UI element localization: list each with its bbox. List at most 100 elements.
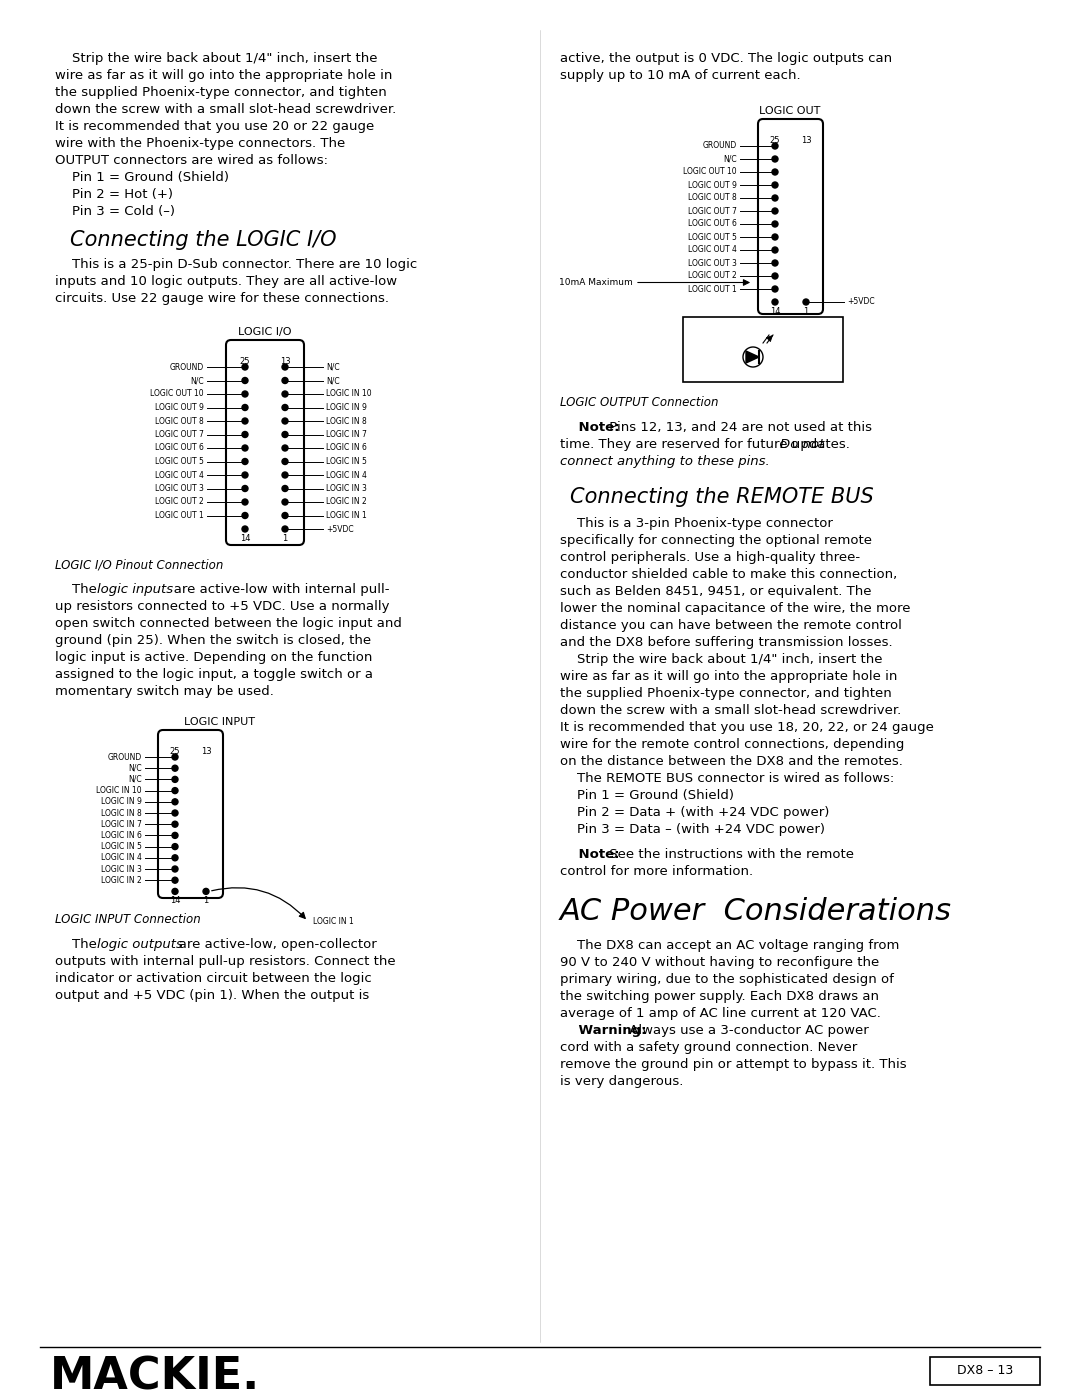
- Text: and the DX8 before suffering transmission losses.: and the DX8 before suffering transmissio…: [561, 636, 893, 650]
- Text: See the instructions with the remote: See the instructions with the remote: [605, 848, 854, 861]
- Text: LOGIC IN 6: LOGIC IN 6: [102, 831, 141, 840]
- Text: LOGIC OUT: LOGIC OUT: [759, 106, 821, 116]
- Text: LOGIC OUT 6: LOGIC OUT 6: [156, 443, 204, 453]
- Text: outputs with internal pull-up resistors. Connect the: outputs with internal pull-up resistors.…: [55, 956, 395, 968]
- Text: 25: 25: [240, 358, 251, 366]
- Text: is very dangerous.: is very dangerous.: [561, 1076, 684, 1088]
- Circle shape: [772, 196, 778, 201]
- Text: LOGIC OUT 1: LOGIC OUT 1: [156, 511, 204, 520]
- Text: 13: 13: [280, 358, 291, 366]
- Circle shape: [282, 432, 288, 437]
- FancyBboxPatch shape: [158, 731, 222, 898]
- Circle shape: [282, 472, 288, 478]
- Text: LOGIC OUT 1: LOGIC OUT 1: [688, 285, 737, 293]
- Circle shape: [242, 365, 248, 370]
- Circle shape: [242, 472, 248, 478]
- Text: 13: 13: [800, 136, 811, 145]
- Text: N/C: N/C: [129, 775, 141, 784]
- Text: LOGIC OUT 10: LOGIC OUT 10: [150, 390, 204, 398]
- Text: LOGIC OUT 2: LOGIC OUT 2: [688, 271, 737, 281]
- Text: 13: 13: [201, 747, 212, 756]
- Circle shape: [282, 418, 288, 425]
- Text: logic outputs: logic outputs: [97, 937, 184, 951]
- Text: momentary switch may be used.: momentary switch may be used.: [55, 685, 274, 698]
- Text: LOGIC IN 4: LOGIC IN 4: [326, 471, 367, 479]
- Text: LOGIC IN 10: LOGIC IN 10: [326, 390, 372, 398]
- Circle shape: [772, 221, 778, 226]
- Text: LOGIC IN 4: LOGIC IN 4: [102, 854, 141, 862]
- Text: +5VDC: +5VDC: [326, 524, 353, 534]
- Circle shape: [772, 182, 778, 189]
- Circle shape: [242, 432, 248, 437]
- Text: LOGIC IN 5: LOGIC IN 5: [102, 842, 141, 851]
- Text: LOGIC IN 3: LOGIC IN 3: [102, 865, 141, 873]
- Text: supply up to 10 mA of current each.: supply up to 10 mA of current each.: [561, 68, 800, 82]
- Text: LOGIC OUT 8: LOGIC OUT 8: [156, 416, 204, 426]
- Text: 25: 25: [170, 747, 180, 756]
- Text: N/C: N/C: [129, 764, 141, 773]
- Circle shape: [772, 235, 778, 240]
- Circle shape: [282, 527, 288, 532]
- Text: The DX8 can accept an AC voltage ranging from: The DX8 can accept an AC voltage ranging…: [561, 939, 900, 951]
- Text: assigned to the logic input, a toggle switch or a: assigned to the logic input, a toggle sw…: [55, 668, 373, 680]
- Circle shape: [772, 299, 778, 305]
- Text: LOGIC OUT 10: LOGIC OUT 10: [684, 168, 737, 176]
- Text: the switching power supply. Each DX8 draws an: the switching power supply. Each DX8 dra…: [561, 990, 879, 1003]
- Text: It is recommended that you use 20 or 22 gauge: It is recommended that you use 20 or 22 …: [55, 120, 375, 133]
- Text: time. They are reserved for future updates.: time. They are reserved for future updat…: [561, 439, 854, 451]
- Circle shape: [172, 844, 178, 849]
- Text: are active-low, open-collector: are active-low, open-collector: [166, 937, 377, 951]
- Text: The: The: [55, 583, 102, 597]
- Circle shape: [242, 377, 248, 384]
- Circle shape: [172, 888, 178, 894]
- Text: LOGIC OUT 4: LOGIC OUT 4: [156, 471, 204, 479]
- Text: LOGIC OUT 9: LOGIC OUT 9: [688, 180, 737, 190]
- Text: LOGIC INPUT Connection: LOGIC INPUT Connection: [55, 914, 201, 926]
- Circle shape: [804, 299, 809, 305]
- Text: open switch connected between the logic input and: open switch connected between the logic …: [55, 617, 402, 630]
- Circle shape: [772, 169, 778, 175]
- FancyBboxPatch shape: [226, 339, 303, 545]
- Text: the supplied Phoenix-type connector, and tighten: the supplied Phoenix-type connector, and…: [55, 87, 387, 99]
- Text: down the screw with a small slot-head screwdriver.: down the screw with a small slot-head sc…: [55, 103, 396, 116]
- Text: wire as far as it will go into the appropriate hole in: wire as far as it will go into the appro…: [55, 68, 392, 82]
- Text: 10mA Maximum: 10mA Maximum: [559, 278, 633, 286]
- Text: LOGIC OUT 6: LOGIC OUT 6: [688, 219, 737, 229]
- Text: LOGIC IN 8: LOGIC IN 8: [102, 809, 141, 817]
- Text: 14: 14: [170, 897, 180, 905]
- Text: 90 V to 240 V without having to reconfigure the: 90 V to 240 V without having to reconfig…: [561, 956, 879, 970]
- Circle shape: [203, 888, 210, 894]
- Text: wire as far as it will go into the appropriate hole in: wire as far as it will go into the appro…: [561, 671, 897, 683]
- Circle shape: [172, 810, 178, 816]
- Circle shape: [282, 458, 288, 464]
- Text: up resistors connected to +5 VDC. Use a normally: up resistors connected to +5 VDC. Use a …: [55, 599, 390, 613]
- Text: Connecting the REMOTE BUS: Connecting the REMOTE BUS: [570, 488, 874, 507]
- Circle shape: [242, 446, 248, 451]
- Text: Pin 2 = Data + (with +24 VDC power): Pin 2 = Data + (with +24 VDC power): [561, 806, 829, 819]
- Text: Do not: Do not: [780, 439, 824, 451]
- Circle shape: [242, 405, 248, 411]
- Text: LOGIC IN 5: LOGIC IN 5: [326, 457, 367, 467]
- Text: 25: 25: [770, 136, 780, 145]
- Circle shape: [242, 391, 248, 397]
- Text: OUTPUT connectors are wired as follows:: OUTPUT connectors are wired as follows:: [55, 154, 328, 168]
- Circle shape: [772, 272, 778, 279]
- Text: LOGIC IN 7: LOGIC IN 7: [102, 820, 141, 828]
- Text: remove the ground pin or attempt to bypass it. This: remove the ground pin or attempt to bypa…: [561, 1058, 906, 1071]
- Text: circuits. Use 22 gauge wire for these connections.: circuits. Use 22 gauge wire for these co…: [55, 292, 389, 305]
- Text: control for more information.: control for more information.: [561, 865, 753, 877]
- Text: MACKIE.: MACKIE.: [50, 1355, 260, 1397]
- Text: Connecting the LOGIC I/O: Connecting the LOGIC I/O: [70, 231, 337, 250]
- Text: LOGIC IN 6: LOGIC IN 6: [326, 443, 367, 453]
- Text: LOGIC IN 9: LOGIC IN 9: [102, 798, 141, 806]
- Text: 14: 14: [770, 307, 780, 316]
- Text: LOGIC IN 9: LOGIC IN 9: [326, 402, 367, 412]
- Text: LOGIC OUT 7: LOGIC OUT 7: [156, 430, 204, 439]
- Text: wire for the remote control connections, depending: wire for the remote control connections,…: [561, 738, 904, 752]
- Circle shape: [172, 821, 178, 827]
- Text: down the screw with a small slot-head screwdriver.: down the screw with a small slot-head sc…: [561, 704, 901, 717]
- Circle shape: [282, 391, 288, 397]
- Text: connect anything to these pins.: connect anything to these pins.: [561, 455, 770, 468]
- Text: conductor shielded cable to make this connection,: conductor shielded cable to make this co…: [561, 569, 897, 581]
- Circle shape: [282, 513, 288, 518]
